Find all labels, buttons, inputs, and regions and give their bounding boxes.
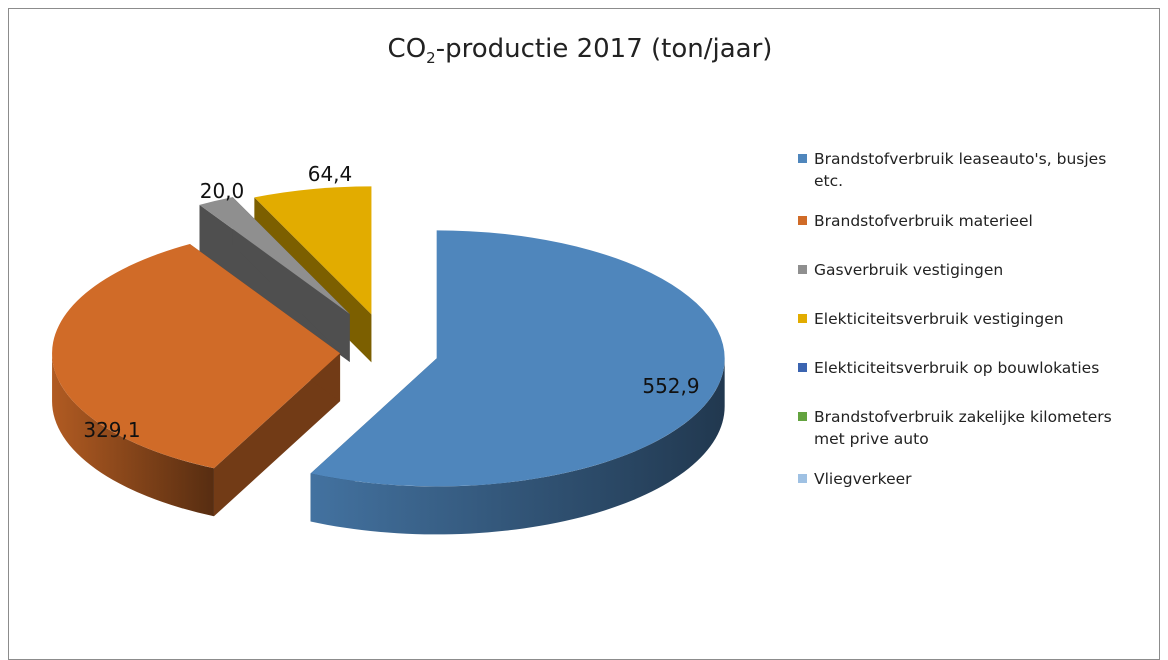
legend-swatch [798,265,807,274]
pie-slice-side [52,353,214,517]
pie-slice-top [199,197,350,315]
legend-label: Brandstofverbruik leaseauto's, busjes et… [814,150,1107,190]
legend-label: Elekticiteitsverbruik op bouwlokaties [814,359,1100,377]
legend-item: Brandstofverbruik leaseauto's, busjes et… [798,148,1138,192]
pie-slice-top [310,230,725,487]
pie-slice [199,197,350,363]
legend-item: Gasverbruik vestigingen [798,259,1138,281]
pie-slice-side [310,358,725,535]
legend-item: Brandstofverbruik materieel [798,210,1138,232]
data-label: 20,0 [200,179,245,203]
data-label: 329,1 [83,418,140,442]
legend-swatch [798,216,807,225]
legend-swatch [798,363,807,372]
legend-item: Brandstofverbruik zakelijke kilometers m… [798,406,1138,450]
legend-label: Elekticiteitsverbruik vestigingen [814,310,1064,328]
pie-slice [52,244,341,517]
legend-label: Brandstofverbruik materieel [814,212,1033,230]
legend-label: Vliegverkeer [814,470,912,488]
pie-slice [310,230,725,535]
legend-item: Elekticiteitsverbruik op bouwlokaties [798,357,1138,379]
legend-swatch [798,314,807,323]
pie-slice-top [52,244,341,469]
pie-slice-top [254,186,372,315]
legend-swatch [798,412,807,421]
data-label: 64,4 [308,162,353,186]
pie-slice-wall [213,353,341,517]
legend-item: Vliegverkeer [798,468,1138,490]
legend-swatch [798,474,807,483]
legend-label: Gasverbruik vestigingen [814,261,1004,279]
legend-label: Brandstofverbruik zakelijke kilometers m… [814,408,1112,448]
chart-title: CO2-productie 2017 (ton/jaar) [387,34,773,68]
legend-item: Elekticiteitsverbruik vestigingen [798,308,1138,330]
legend-swatch [798,154,807,163]
legend: Brandstofverbruik leaseauto's, busjes et… [798,148,1138,490]
data-label: 552,9 [642,374,699,398]
